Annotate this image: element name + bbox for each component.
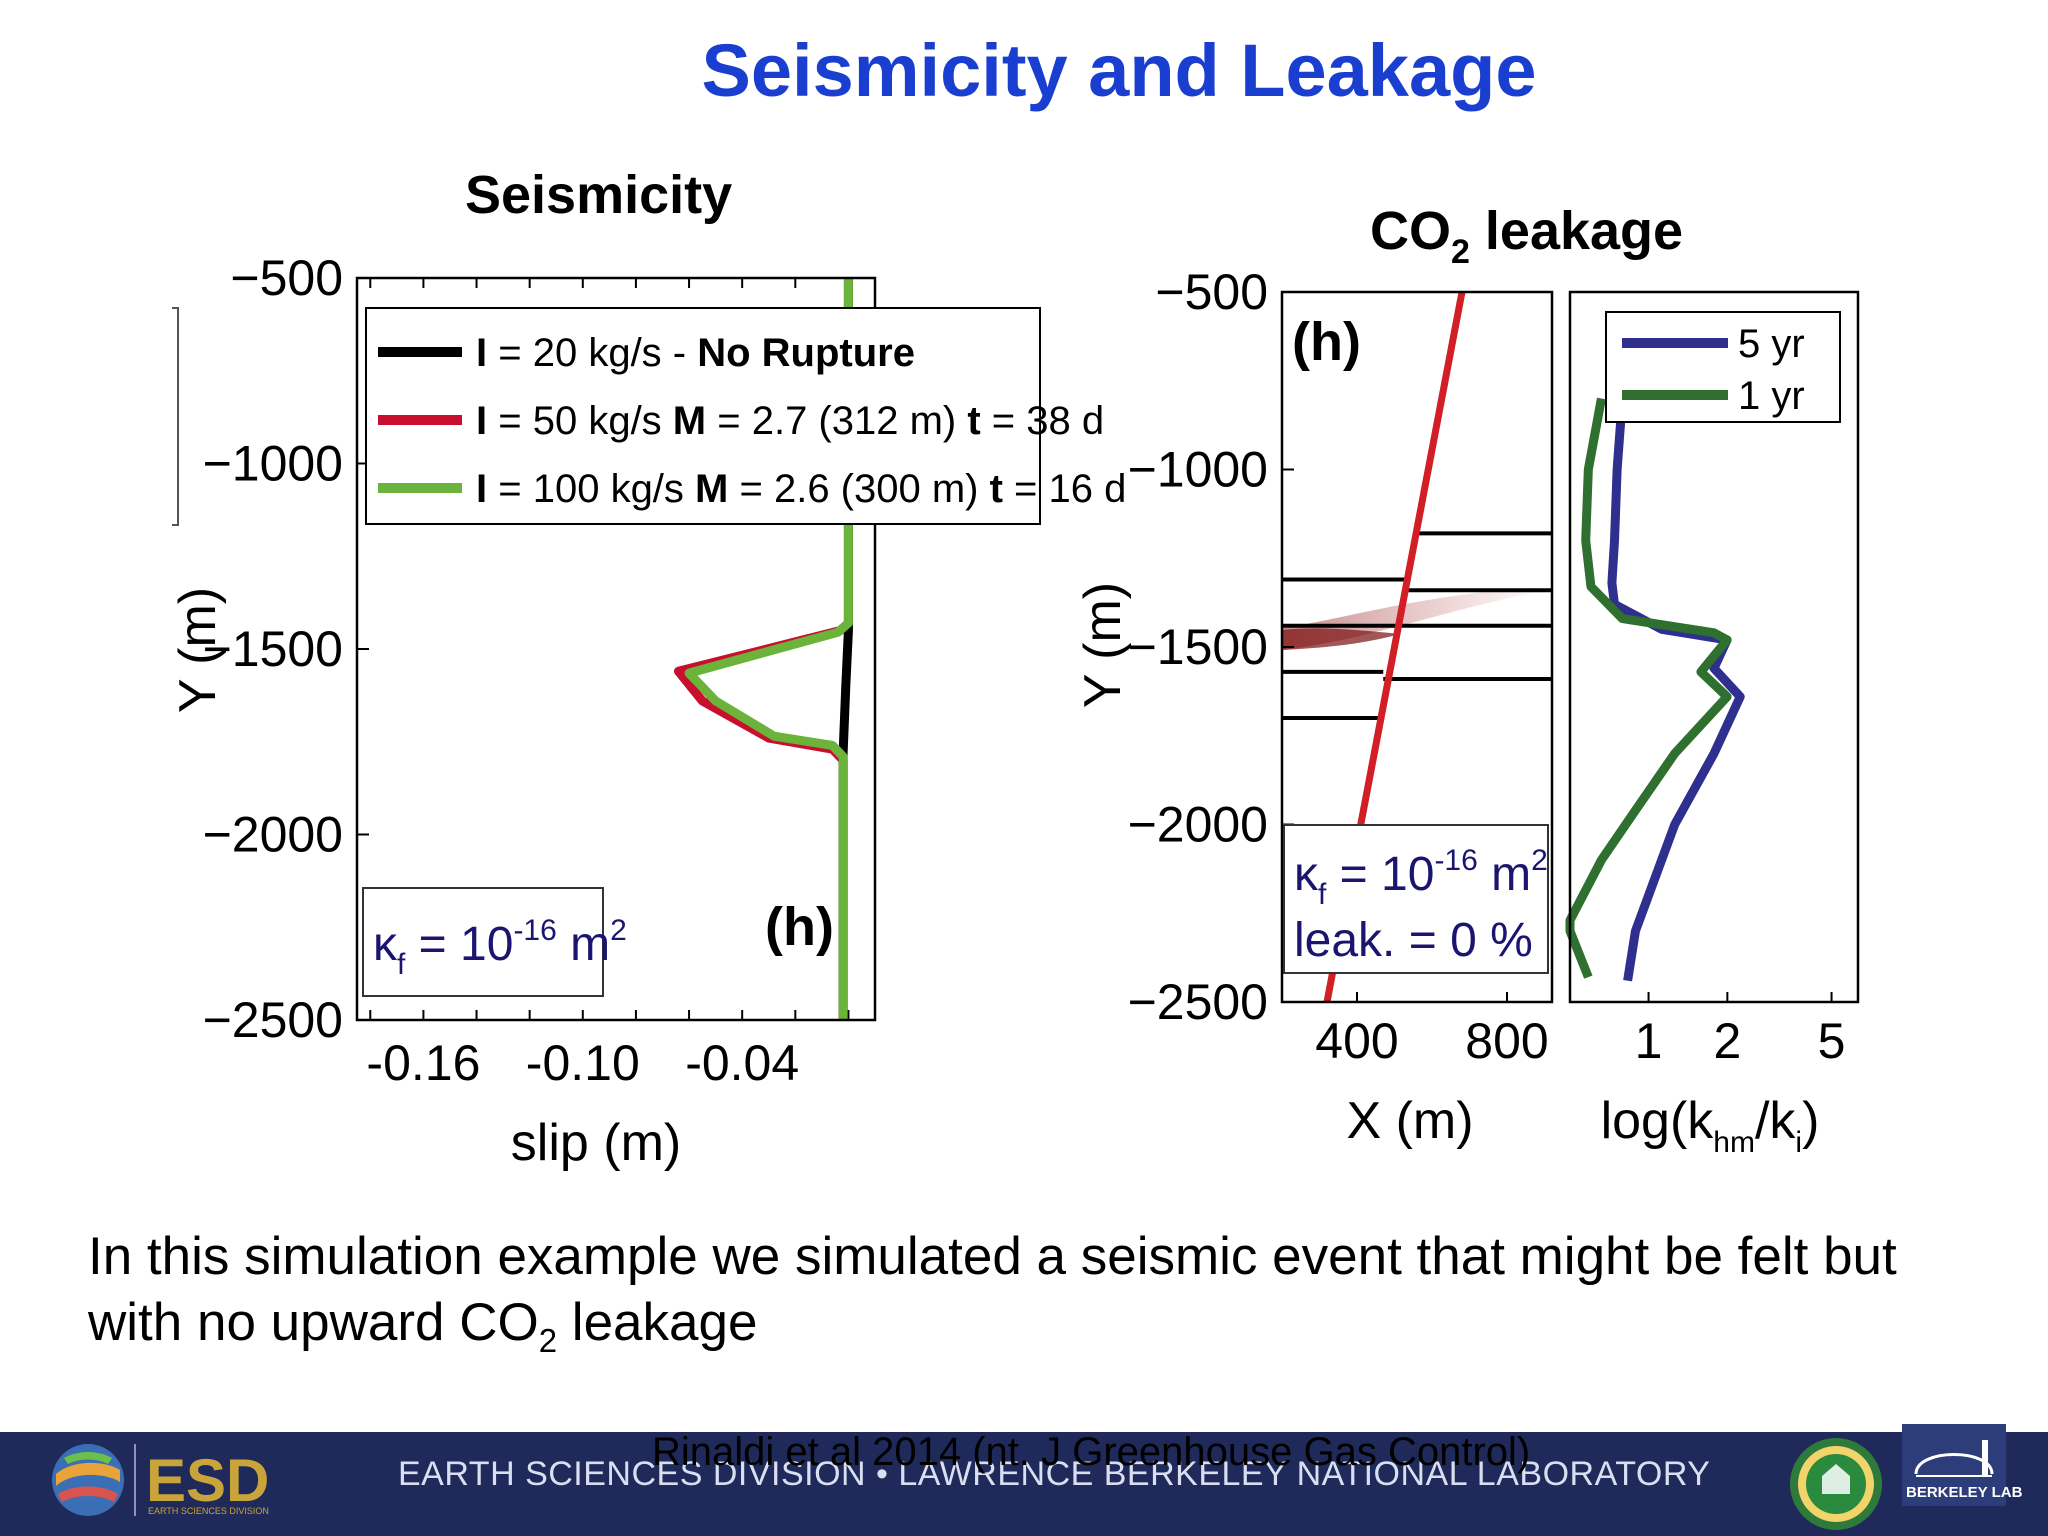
y-tick-label-2: −1500: [203, 621, 343, 677]
caption-part2: leakage: [557, 1293, 758, 1352]
x-tick-label-1: -0.10: [526, 1035, 640, 1091]
permeability-plot-frame: [1568, 290, 1860, 1004]
perm-legend-label-0: 5 yr: [1738, 322, 1805, 366]
perm-xlabel-end: ): [1802, 1092, 1819, 1150]
co2-param-unit-sup: 2: [1531, 844, 1548, 877]
co2-y-tick-label-1: −1000: [1128, 442, 1268, 498]
co2-x-tick-label-1: 800: [1465, 1013, 1548, 1069]
x-tick-label-0: -0.16: [366, 1035, 480, 1091]
y-tick-label-1: −1000: [203, 436, 343, 492]
co2-xlabel: X (m): [1346, 1092, 1473, 1150]
seismicity-param-frame: [362, 887, 604, 997]
footer-bar: [0, 1432, 2048, 1536]
co2-param-kappa: κ: [1294, 848, 1319, 901]
seismicity-legend-box: [365, 307, 1041, 525]
seismicity-panel-letter: (h): [765, 897, 834, 957]
seismicity-ticks: −500 −1000 −1500 −2000 −2500 -0.16 -0.10 -0.04: [203, 250, 850, 1091]
perm-xlabel-main: log(k: [1601, 1092, 1715, 1150]
seismicity-xlabel: slip (m): [511, 1114, 681, 1172]
seismicity-legend: I = 20 kg/s - No Rupture I = 50 kg/s M = …: [365, 307, 1126, 525]
co2-y-tick-label-0: −500: [1155, 264, 1268, 320]
slide-caption: In this simulation example we simulated …: [88, 1224, 1988, 1374]
seismicity-param-label: κf = 10-16 m2: [373, 914, 627, 981]
perm-x-tick-label-2: 5: [1818, 1013, 1846, 1069]
permeability-lines: [1565, 397, 1745, 982]
co2-param-leak: leak. = 0 %: [1294, 914, 1533, 967]
co2-ylabel: Y (m): [1074, 582, 1132, 708]
param-kappa-sub: f: [397, 948, 406, 981]
param-exp: -16: [513, 914, 556, 947]
esd-logo-subtext: EARTH SCIENCES DIVISION: [148, 1506, 269, 1516]
param-unit-sup: 2: [610, 914, 627, 947]
perm-x-tick-label-0: 1: [1635, 1013, 1663, 1069]
y-tick-label-0: −500: [230, 250, 343, 306]
caption-part1: In this simulation example we simulated …: [88, 1227, 1897, 1352]
citation: Rinaldi et al 2014 (nt. J Greenhouse Gas…: [652, 1430, 1531, 1474]
co2-title-rest: leakage: [1469, 201, 1684, 261]
co2-x-tick-label-0: 400: [1315, 1013, 1398, 1069]
co2-leakage-panel-title: CO2 leakage: [1370, 200, 1683, 272]
co2-plume-core: [1282, 628, 1400, 650]
co2-panel-letter: (h): [1292, 312, 1361, 372]
legend-label-1: I = 50 kg/s M = 2.7 (312 m) t = 38 d: [476, 399, 1104, 443]
caption-sub: 2: [538, 1322, 558, 1359]
co2-param-eq: = 10: [1326, 848, 1434, 901]
esd-logo-text: ESD: [146, 1447, 270, 1514]
perm-x-tick-label-1: 2: [1713, 1013, 1741, 1069]
co2-param-frame: [1283, 824, 1549, 974]
series-line-2: [684, 278, 853, 1020]
perm-legend-label-1: 1 yr: [1738, 374, 1805, 418]
perm-xlabel-mid: /k: [1755, 1092, 1796, 1150]
left-bracket: [172, 307, 179, 526]
co2-param-exp: -16: [1434, 844, 1477, 877]
permeability-legend-box: [1605, 311, 1841, 423]
y-tick-label-4: −2500: [203, 992, 343, 1048]
legend-label-2: I = 100 kg/s M = 2.6 (300 m) t = 16 d: [476, 467, 1126, 511]
seismicity-plot-frame: [355, 276, 877, 1022]
co2-param-kappa-sub: f: [1318, 878, 1327, 911]
seismicity-chart: −500−1000−1500−2000−2500-0.16 -0.10 -0.04 …: [169, 250, 1126, 1172]
co2-title-main: CO: [1370, 201, 1451, 261]
co2-y-tick-label-2: −1500: [1128, 619, 1268, 675]
logo-divider: [134, 1444, 136, 1516]
perm-xlabel-sub2: i: [1795, 1126, 1802, 1159]
esd-globe-icon: [52, 1444, 124, 1516]
perm-xlabel-sub1: hm: [1713, 1126, 1755, 1159]
co2-param-label: κf = 10-16 m2: [1294, 844, 1548, 911]
berkeley-lab-dome-icon: [1914, 1440, 1994, 1477]
permeability-xlabel: log(khm/ki): [1601, 1092, 1820, 1159]
figure: −500−1000−1500−2000−2500-0.16 -0.10 -0.04 …: [169, 250, 1860, 1172]
permeability-legend: 5 yr 1 yr: [1605, 311, 1841, 423]
perm-series-line-1: [1565, 397, 1732, 979]
co2-title-sub: 2: [1451, 233, 1470, 271]
footer-text: EARTH SCIENCES DIVISION • LAWRENCE BERKE…: [398, 1455, 1711, 1493]
co2-layer-boundaries: [1282, 531, 1552, 720]
legend-label-0: I = 20 kg/s - No Rupture: [476, 331, 915, 375]
berkeley-lab-logo: [1902, 1424, 2006, 1506]
y-tick-label-3: −2000: [203, 807, 343, 863]
seismicity-param-box: κf = 10-16 m2: [362, 887, 627, 997]
co2-param-unit: m: [1478, 848, 1531, 901]
slide-title: Seismicity and Leakage: [701, 29, 1537, 112]
x-tick-label-2: -0.04: [685, 1035, 799, 1091]
co2-x-chart: −500 −1000 −1500 −2000 −2500 400 800 κf = 10-1…: [1074, 264, 1554, 1150]
co2-param-box: κf = 10-16 m2 leak. = 0 %: [1283, 824, 1549, 974]
co2-y-tick-label-3: −2000: [1128, 797, 1268, 853]
param-unit: m: [557, 918, 610, 971]
seismicity-ylabel: Y (m): [169, 587, 227, 713]
seismicity-panel-title: Seismicity: [465, 165, 733, 225]
berkeley-lab-text: BERKELEY LAB: [1906, 1484, 2023, 1501]
co2-x-plot-frame: [1280, 290, 1554, 1004]
param-kappa: κ: [373, 918, 398, 971]
param-eq: = 10: [405, 918, 513, 971]
co2-x-ticks: −500 −1000 −1500 −2000 −2500 400 800: [1128, 264, 1549, 1069]
co2-y-tick-label-4: −2500: [1128, 974, 1268, 1030]
doe-seal-icon: [1790, 1438, 1882, 1530]
